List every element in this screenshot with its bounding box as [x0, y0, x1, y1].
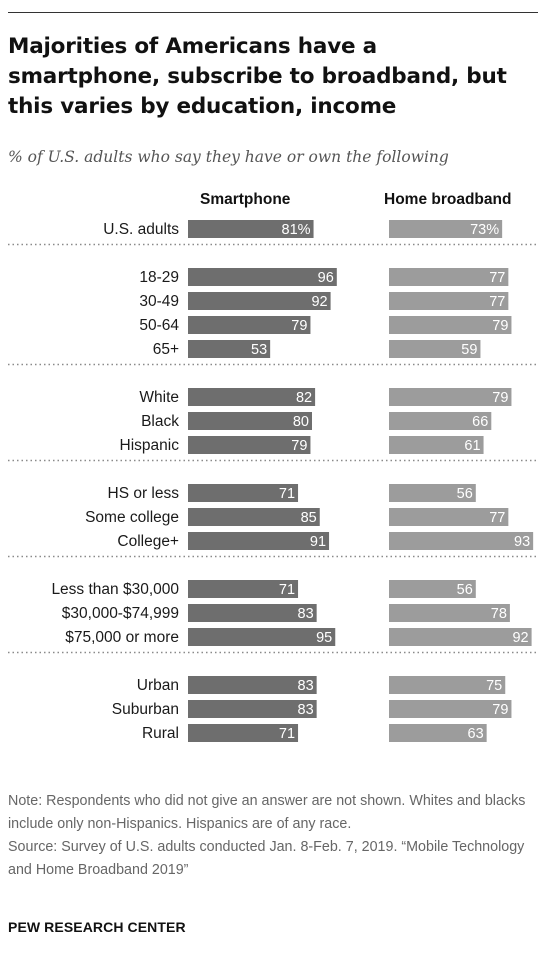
source-text: Source: Survey of U.S. adults conducted … — [8, 839, 525, 878]
bar-chart: Smartphone Home broadband U.S. adults 81% 73… — [8, 191, 538, 742]
broadband-bar — [389, 724, 487, 742]
value-label: 56 — [457, 582, 473, 598]
broadband-bar — [389, 292, 509, 310]
smartphone-bar — [188, 292, 331, 310]
value-label: 79 — [492, 318, 508, 334]
row-label: Hispanic — [120, 437, 180, 454]
value-label: 96 — [318, 270, 334, 286]
broadband-bar — [389, 676, 506, 694]
row-label: HS or less — [108, 485, 180, 502]
top-rule — [8, 12, 538, 13]
value-label: 80 — [293, 414, 309, 430]
value-label: 77 — [489, 294, 505, 310]
value-label: 77 — [489, 270, 505, 286]
value-label: 71 — [279, 486, 295, 502]
smartphone-bar — [188, 268, 337, 286]
smartphone-bar — [188, 388, 316, 406]
row-label: 18-29 — [139, 269, 179, 286]
value-label: 77 — [489, 510, 505, 526]
row-label: Suburban — [112, 701, 179, 718]
broadband-bar — [389, 316, 512, 334]
row-label: $30,000-$74,999 — [62, 605, 179, 622]
pew-logo: PEW RESEARCH CENTER — [8, 919, 186, 935]
column-header: Home broadband — [384, 191, 511, 208]
row-label: Some college — [85, 509, 179, 526]
row-label: White — [139, 389, 179, 406]
row-label: 65+ — [153, 341, 179, 358]
smartphone-bar — [188, 724, 299, 742]
value-label: 79 — [492, 390, 508, 406]
value-label: 78 — [491, 606, 507, 622]
smartphone-bar — [188, 532, 330, 550]
broadband-bar — [389, 484, 476, 502]
column-header: Smartphone — [200, 191, 291, 208]
value-label: 83 — [298, 678, 314, 694]
value-label: 71 — [279, 726, 295, 742]
smartphone-bar — [188, 316, 311, 334]
value-label: 82 — [296, 390, 312, 406]
value-label: 79 — [492, 702, 508, 718]
row-label: Black — [141, 413, 179, 430]
value-label: 63 — [468, 726, 484, 742]
value-label: 81% — [282, 222, 311, 238]
row-label: Urban — [137, 677, 179, 694]
smartphone-bar — [188, 676, 317, 694]
broadband-bar — [389, 412, 492, 430]
value-label: 79 — [291, 318, 307, 334]
value-label: 83 — [298, 702, 314, 718]
broadband-bar — [389, 436, 484, 454]
smartphone-bar — [188, 220, 314, 238]
value-label: 61 — [464, 438, 480, 454]
value-label: 53 — [251, 342, 267, 358]
value-label: 56 — [457, 486, 473, 502]
smartphone-bar — [188, 340, 271, 358]
row-label: Rural — [142, 725, 179, 742]
broadband-bar — [389, 340, 481, 358]
smartphone-bar — [188, 604, 317, 622]
value-label: 91 — [310, 534, 326, 550]
value-label: 75 — [486, 678, 502, 694]
row-label: 50-64 — [139, 317, 179, 334]
value-label: 66 — [472, 414, 488, 430]
value-label: 95 — [316, 630, 332, 646]
value-label: 85 — [301, 510, 317, 526]
smartphone-bar — [188, 628, 336, 646]
row-label: College+ — [117, 533, 179, 550]
row-label: U.S. adults — [103, 221, 179, 238]
chart-subtitle: % of U.S. adults who say they have or ow… — [8, 148, 449, 166]
broadband-bar — [389, 700, 512, 718]
broadband-bar — [389, 508, 509, 526]
value-label: 71 — [279, 582, 295, 598]
broadband-bar — [389, 388, 512, 406]
broadband-bar — [389, 628, 532, 646]
smartphone-bar — [188, 484, 299, 502]
broadband-bar — [389, 532, 534, 550]
broadband-bar — [389, 604, 510, 622]
value-label: 73% — [470, 222, 499, 238]
smartphone-bar — [188, 436, 311, 454]
value-label: 59 — [461, 342, 477, 358]
broadband-bar — [389, 580, 476, 598]
smartphone-bar — [188, 700, 317, 718]
row-label: Less than $30,000 — [51, 581, 179, 598]
smartphone-bar — [188, 412, 312, 430]
smartphone-bar — [188, 508, 320, 526]
row-label: 30-49 — [139, 293, 179, 310]
value-label: 92 — [512, 630, 528, 646]
value-label: 93 — [514, 534, 530, 550]
chart-notes: Note: Respondents who did not give an an… — [8, 790, 533, 882]
note-text: Note: Respondents who did not give an an… — [8, 793, 526, 832]
value-label: 79 — [291, 438, 307, 454]
chart-title: Majorities of Americans have a smartphon… — [8, 34, 507, 119]
value-label: 83 — [298, 606, 314, 622]
row-label: $75,000 or more — [65, 629, 179, 646]
broadband-bar — [389, 268, 509, 286]
broadband-bar — [389, 220, 503, 238]
smartphone-bar — [188, 580, 299, 598]
value-label: 92 — [311, 294, 327, 310]
